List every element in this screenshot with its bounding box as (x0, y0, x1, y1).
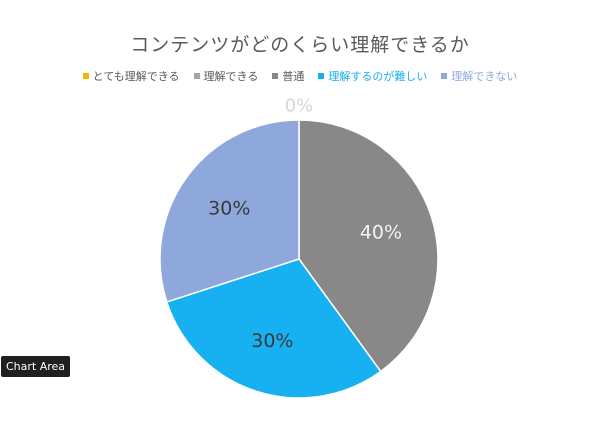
legend-swatch (82, 73, 89, 79)
data-label-not-understand: 30% (208, 197, 250, 219)
legend-item-difficult[interactable]: 理解するのが難しい (318, 68, 427, 84)
chart-area-tooltip: Chart Area (1, 356, 71, 377)
legend-swatch (272, 73, 279, 79)
legend-label: 理解できる (203, 70, 259, 83)
legend-label: 理解できない (451, 70, 518, 83)
legend-label: 普通 (282, 70, 305, 83)
pie-slice-difficult[interactable] (165, 258, 382, 399)
data-label-difficult: 30% (251, 330, 293, 352)
legend-item-very-understand[interactable]: とても理解できる (82, 68, 180, 84)
legend-swatch (441, 73, 448, 79)
chart-title: コンテンツがどのくらい理解できるか (130, 34, 470, 56)
legend-item-neutral[interactable]: 普通 (272, 68, 304, 84)
pie-slice-neutral[interactable] (298, 119, 439, 373)
legend-swatch (193, 73, 200, 79)
legend-item-not-understand[interactable]: 理解できない (441, 68, 517, 84)
legend-item-understand[interactable]: 理解できる (193, 68, 259, 84)
data-label-neutral: 40% (360, 221, 402, 243)
legend-label: 理解するのが難しい (328, 70, 428, 83)
legend-swatch (318, 73, 325, 79)
legend-label: とても理解できる (92, 70, 180, 83)
legend[interactable]: とても理解できる 理解できる 普通 理解するのが難しい 理解できない (0, 68, 600, 84)
pie-slice-not-understand[interactable] (159, 119, 300, 303)
data-label-very-understand: 0% (285, 96, 314, 117)
